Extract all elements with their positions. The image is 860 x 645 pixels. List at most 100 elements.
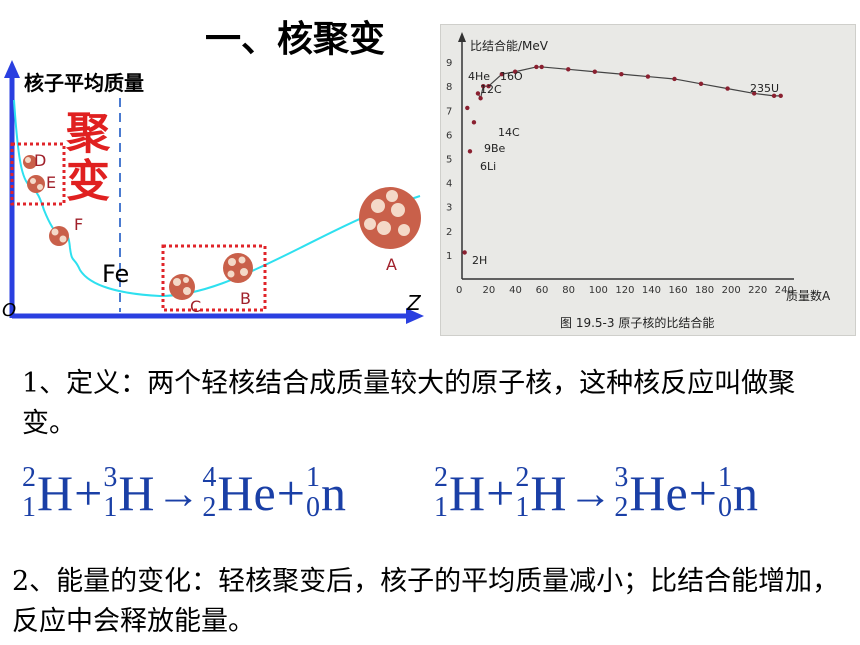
annotation-he4: 4He <box>468 70 490 83</box>
data-point <box>481 84 486 89</box>
data-point <box>486 84 491 89</box>
data-point <box>465 105 470 111</box>
fe-label: Fe <box>102 260 129 288</box>
reaction-arrow: → <box>568 468 613 518</box>
x-tick-label: 180 <box>695 285 714 296</box>
annotation-li6: 6Li <box>480 160 496 173</box>
chart-x-ticks: 0 20 40 60 80 100 120 140 160 180 200 220 240 <box>456 285 794 296</box>
energy-change-text: 2、能量的变化：轻核聚变后，核子的平均质量减小；比结合能增加，反应中会释放能量。 <box>12 566 840 637</box>
binding-energy-chart: 比结合能/MeV 质量数A 图 19.5-3 原子核的比结合能 1 2 3 4 5 6 7 8… <box>446 32 831 330</box>
data-point <box>462 250 467 255</box>
x-tick-label: 140 <box>642 285 661 296</box>
y-tick-label: 3 <box>446 203 452 214</box>
data-point <box>467 149 473 154</box>
nucleus-c <box>169 274 195 300</box>
data-point <box>478 96 483 101</box>
label-c: C <box>190 297 201 316</box>
fusion-equations: 2 1 H +3 1 H → 4 2 He +1 0 n 2 1 H +2 1 H → 3 2 He +1 0 n <box>22 448 852 538</box>
nucleon-mass-diagram: 核子平均质量 Z O Fe 聚 变 <box>2 60 424 324</box>
data-point <box>471 120 477 125</box>
data-point <box>539 64 544 70</box>
chart-ylabel: 比结合能/MeV <box>470 38 549 53</box>
y-tick-label: 2 <box>446 227 452 238</box>
y-axis-label: 核子平均质量 <box>24 71 144 95</box>
x-tick-label: 60 <box>536 285 549 296</box>
data-point <box>566 67 571 72</box>
fusion-equation: 2 1 H +2 1 H → 3 2 He +1 0 n <box>434 448 758 538</box>
y-axis-arrow <box>4 60 20 78</box>
x-tick-label: 240 <box>775 285 794 296</box>
y-tick-label: 7 <box>446 106 452 117</box>
chart-xlabel: 质量数A <box>786 288 831 303</box>
y-tick-label: 9 <box>446 58 452 69</box>
nucleus-e <box>27 175 45 193</box>
x-tick-label: 0 <box>456 285 462 296</box>
textbook-photo: 比结合能/MeV 质量数A 图 19.5-3 原子核的比结合能 1 2 3 4 5 6 7 8… <box>440 24 856 336</box>
plus-sign: + <box>74 465 103 521</box>
label-d: D <box>34 151 46 170</box>
x-axis-arrow <box>406 308 424 324</box>
annotation-u235: 235U <box>750 82 779 95</box>
light-nuclei-box <box>10 142 66 206</box>
data-point <box>512 69 518 74</box>
x-tick-label: 160 <box>668 285 687 296</box>
nucleus-a <box>359 187 421 249</box>
label-e: E <box>46 173 56 192</box>
annotation-c14: 14C <box>498 126 520 139</box>
chart-trend-line <box>477 66 781 100</box>
nuclide: 3 2 He <box>614 462 688 523</box>
data-point <box>751 91 757 96</box>
data-point <box>771 93 777 99</box>
y-tick-label: 1 <box>446 251 452 262</box>
plus-sign: + <box>276 465 305 521</box>
data-point <box>475 91 481 96</box>
plus-sign: + <box>688 465 717 521</box>
data-point <box>698 81 704 86</box>
y-tick-label: 8 <box>446 82 452 93</box>
annotation-h2: 2H <box>472 254 487 267</box>
x-tick-label: 20 <box>483 285 496 296</box>
x-tick-label: 40 <box>509 285 522 296</box>
chart-axes <box>458 32 794 280</box>
nucleus-d <box>23 155 37 169</box>
y-tick-label: 6 <box>446 130 452 141</box>
nucleus-f <box>49 226 69 246</box>
data-point <box>672 76 677 82</box>
x-tick-label: 220 <box>748 285 767 296</box>
fusion-label-bottom: 变 <box>66 156 110 207</box>
data-point <box>499 71 505 77</box>
reaction-arrow: → <box>156 468 201 518</box>
x-axis-label: Z <box>406 291 422 315</box>
origin-label: O <box>2 300 16 321</box>
data-point <box>592 69 597 74</box>
label-b: B <box>240 289 251 308</box>
data-point <box>619 71 624 77</box>
x-tick-label: 120 <box>615 285 634 296</box>
definition-text: 1、定义：两个轻核结合成质量较大的原子核，这种核反应叫做聚变。 <box>22 368 796 439</box>
label-a: A <box>386 255 397 274</box>
chart-caption: 图 19.5-3 原子核的比结合能 <box>560 315 714 330</box>
data-point <box>725 86 730 91</box>
annotation-be9: 9Be <box>484 142 506 155</box>
x-tick-label: 200 <box>722 285 741 296</box>
nucleus-b <box>223 253 253 283</box>
nuclide: 4 2 He <box>202 462 276 523</box>
y-tick-label: 4 <box>446 179 452 190</box>
page-title: 一、核聚变 <box>205 19 386 60</box>
data-point <box>778 93 783 99</box>
x-tick-label: 100 <box>589 285 608 296</box>
x-tick-label: 80 <box>562 285 575 296</box>
annotation-o16: 16O <box>500 70 523 83</box>
annotation-c12: 12C <box>480 83 502 96</box>
data-point <box>534 64 539 70</box>
label-f: F <box>74 215 83 234</box>
chart-points <box>462 64 783 255</box>
medium-nuclei-box <box>161 244 267 312</box>
chart-annotations: 4He 12C 16O 14C 9Be 6Li 2H 235U <box>468 70 779 267</box>
data-point <box>645 74 651 79</box>
